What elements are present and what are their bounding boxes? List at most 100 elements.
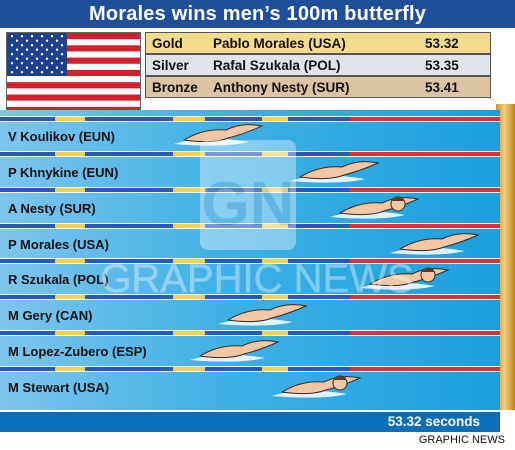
pool xyxy=(0,110,500,410)
winning-time: 53.32 seconds xyxy=(387,414,480,429)
lane-rope-blue xyxy=(0,259,500,263)
lane-rope-float xyxy=(262,367,288,371)
lane-rope-red xyxy=(350,295,500,299)
lane-label: P Khnykine (EUN) xyxy=(8,165,119,180)
lane-rope-float xyxy=(55,367,85,371)
flag-star xyxy=(10,62,14,65)
lane-rope-float xyxy=(262,331,288,335)
lane-label: M Lopez-Zubero (ESP) xyxy=(8,344,147,359)
flag-star xyxy=(50,71,54,74)
flag-star xyxy=(45,66,49,69)
swimmer-hair xyxy=(334,376,347,380)
lane-label: M Gery (CAN) xyxy=(8,308,93,323)
lane-label: V Koulikov (EUN) xyxy=(8,129,115,144)
swimmer-hair xyxy=(392,197,405,201)
swimmer-body xyxy=(182,124,264,143)
lane-rope-float xyxy=(55,259,85,263)
lane-rope-red xyxy=(350,367,500,371)
flag-star xyxy=(60,44,64,47)
medal-time: 53.32 xyxy=(425,36,459,51)
flag-star xyxy=(10,44,14,47)
lane-rope-blue xyxy=(0,367,500,371)
flag-star xyxy=(60,62,64,65)
flag-star xyxy=(15,39,19,42)
medal-label: Gold xyxy=(152,36,183,51)
lane-rope-float xyxy=(55,331,85,335)
flag-star xyxy=(20,44,24,47)
lane-rope-blue xyxy=(0,117,500,121)
lane-rope-float xyxy=(173,331,205,335)
flag-star xyxy=(30,35,34,38)
lane-rope-float xyxy=(55,152,85,156)
lane-label: M Stewart (USA) xyxy=(8,380,110,395)
flag-star xyxy=(45,39,49,42)
flag-star xyxy=(10,35,14,38)
pool-end-wall xyxy=(496,104,515,410)
medal-athlete: Rafal Szukala (POL) xyxy=(213,58,341,73)
flag-star xyxy=(10,53,14,56)
lane-rope-red xyxy=(350,224,500,228)
medal-time: 53.35 xyxy=(425,58,459,73)
flag-star xyxy=(25,57,29,60)
medal-row-bronze: Bronze Anthony Nesty (SUR) 53.41 xyxy=(145,76,491,98)
flag-star xyxy=(50,53,54,56)
flag-star xyxy=(50,62,54,65)
swimmer-body xyxy=(398,233,480,252)
lane-rope-float xyxy=(173,259,205,263)
lane-rope-blue xyxy=(0,331,500,335)
lane-rope-float xyxy=(262,152,288,156)
medal-label: Bronze xyxy=(152,80,198,95)
flag-star xyxy=(30,44,34,47)
flag-star xyxy=(60,53,64,56)
lane-rope-float xyxy=(262,259,288,263)
swimmer-hair xyxy=(422,268,435,272)
flag-star xyxy=(55,66,59,69)
flag-star xyxy=(45,57,49,60)
flag-star xyxy=(40,35,44,38)
flag-star xyxy=(55,57,59,60)
flag-star xyxy=(40,62,44,65)
flag-star xyxy=(20,71,24,74)
flag-star xyxy=(25,66,29,69)
flag-star xyxy=(15,48,19,51)
medal-table: Gold Pablo Morales (USA) 53.32 Silver Ra… xyxy=(145,32,491,98)
lane-rope-float xyxy=(55,224,85,228)
swimmer-body xyxy=(368,268,450,287)
lane-rope-red xyxy=(350,188,500,192)
lane-label: R Szukala (POL) xyxy=(8,272,109,287)
flag-star xyxy=(25,48,29,51)
medal-time: 53.41 xyxy=(425,80,459,95)
lane-rope-float xyxy=(55,295,85,299)
lane-rope-red xyxy=(350,117,500,121)
lane-rope-red xyxy=(350,331,500,335)
swimmer-body xyxy=(338,197,420,216)
lane-rope-float xyxy=(262,117,288,121)
lane-rope-float xyxy=(262,295,288,299)
lane-rope-float xyxy=(173,295,205,299)
usa-flag-icon xyxy=(6,32,141,114)
flag-star xyxy=(40,53,44,56)
flag-star xyxy=(55,48,59,51)
flag-star xyxy=(30,71,34,74)
lane-label: P Morales (USA) xyxy=(8,237,109,252)
flag-star xyxy=(20,35,24,38)
lane-rope-blue xyxy=(0,152,500,156)
lane-rope-float xyxy=(55,188,85,192)
medal-label: Silver xyxy=(152,58,189,73)
swimmer-body xyxy=(280,376,362,395)
lane-rope-red xyxy=(350,259,500,263)
lane-rope-float xyxy=(55,117,85,121)
flag-star xyxy=(55,39,59,42)
medal-athlete: Pablo Morales (USA) xyxy=(213,36,346,51)
flag-star xyxy=(35,39,39,42)
swimmer-body xyxy=(298,161,380,180)
medal-row-silver: Silver Rafal Szukala (POL) 53.35 xyxy=(145,54,491,76)
flag-star xyxy=(15,66,19,69)
lane-rope-float xyxy=(262,188,288,192)
medal-row-gold: Gold Pablo Morales (USA) 53.32 xyxy=(145,32,491,54)
swimmer-body xyxy=(226,304,308,323)
flag-star xyxy=(20,53,24,56)
pool-graphic xyxy=(0,116,500,398)
lane-rope-blue xyxy=(0,224,500,228)
flag-star xyxy=(25,39,29,42)
